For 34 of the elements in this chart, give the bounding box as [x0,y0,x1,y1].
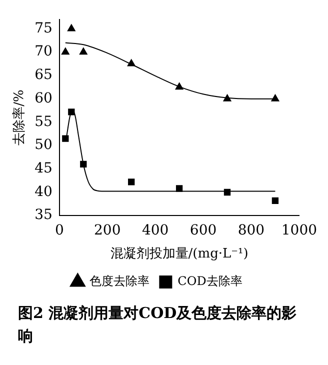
x-tick-label: 600 [190,222,217,239]
point [176,185,183,192]
point [80,160,87,168]
y-tick-label: 55 [34,114,52,130]
y-tick-label: 40 [34,184,52,200]
point [271,94,280,102]
point [128,178,135,186]
legend-label: COD去除率 [178,274,242,288]
point [224,188,231,196]
point [79,48,88,55]
x-tick-label: 200 [94,222,121,239]
x-tick-label: 800 [238,222,265,239]
caption: 图2 混凝剂用量对COD及色度去除率的影响 [17,303,298,346]
point [272,197,279,204]
point [223,94,232,102]
y-tick-label: 75 [34,20,52,36]
point [67,24,76,32]
y-tick-label: 70 [34,44,52,60]
y-tick-label: 35 [34,207,52,224]
legend-label: 色度去除率 [90,274,150,288]
y-tick-label: 50 [34,137,52,154]
point [68,108,75,116]
point [62,135,69,142]
y-axis-title: 去除率/% [11,90,28,146]
y-tick-label: 65 [34,67,52,84]
point [61,48,70,55]
x-tick-label: 1000 [281,222,318,239]
x-axis-title: 混凝剂投加量/(mg·L⁻¹) [110,246,248,262]
y-tick-label: 45 [34,160,52,177]
x-tick-label: 0 [54,222,64,239]
point [175,82,184,90]
y-tick-label: 60 [34,90,52,106]
point [127,59,136,66]
x-tick-label: 400 [142,222,169,239]
